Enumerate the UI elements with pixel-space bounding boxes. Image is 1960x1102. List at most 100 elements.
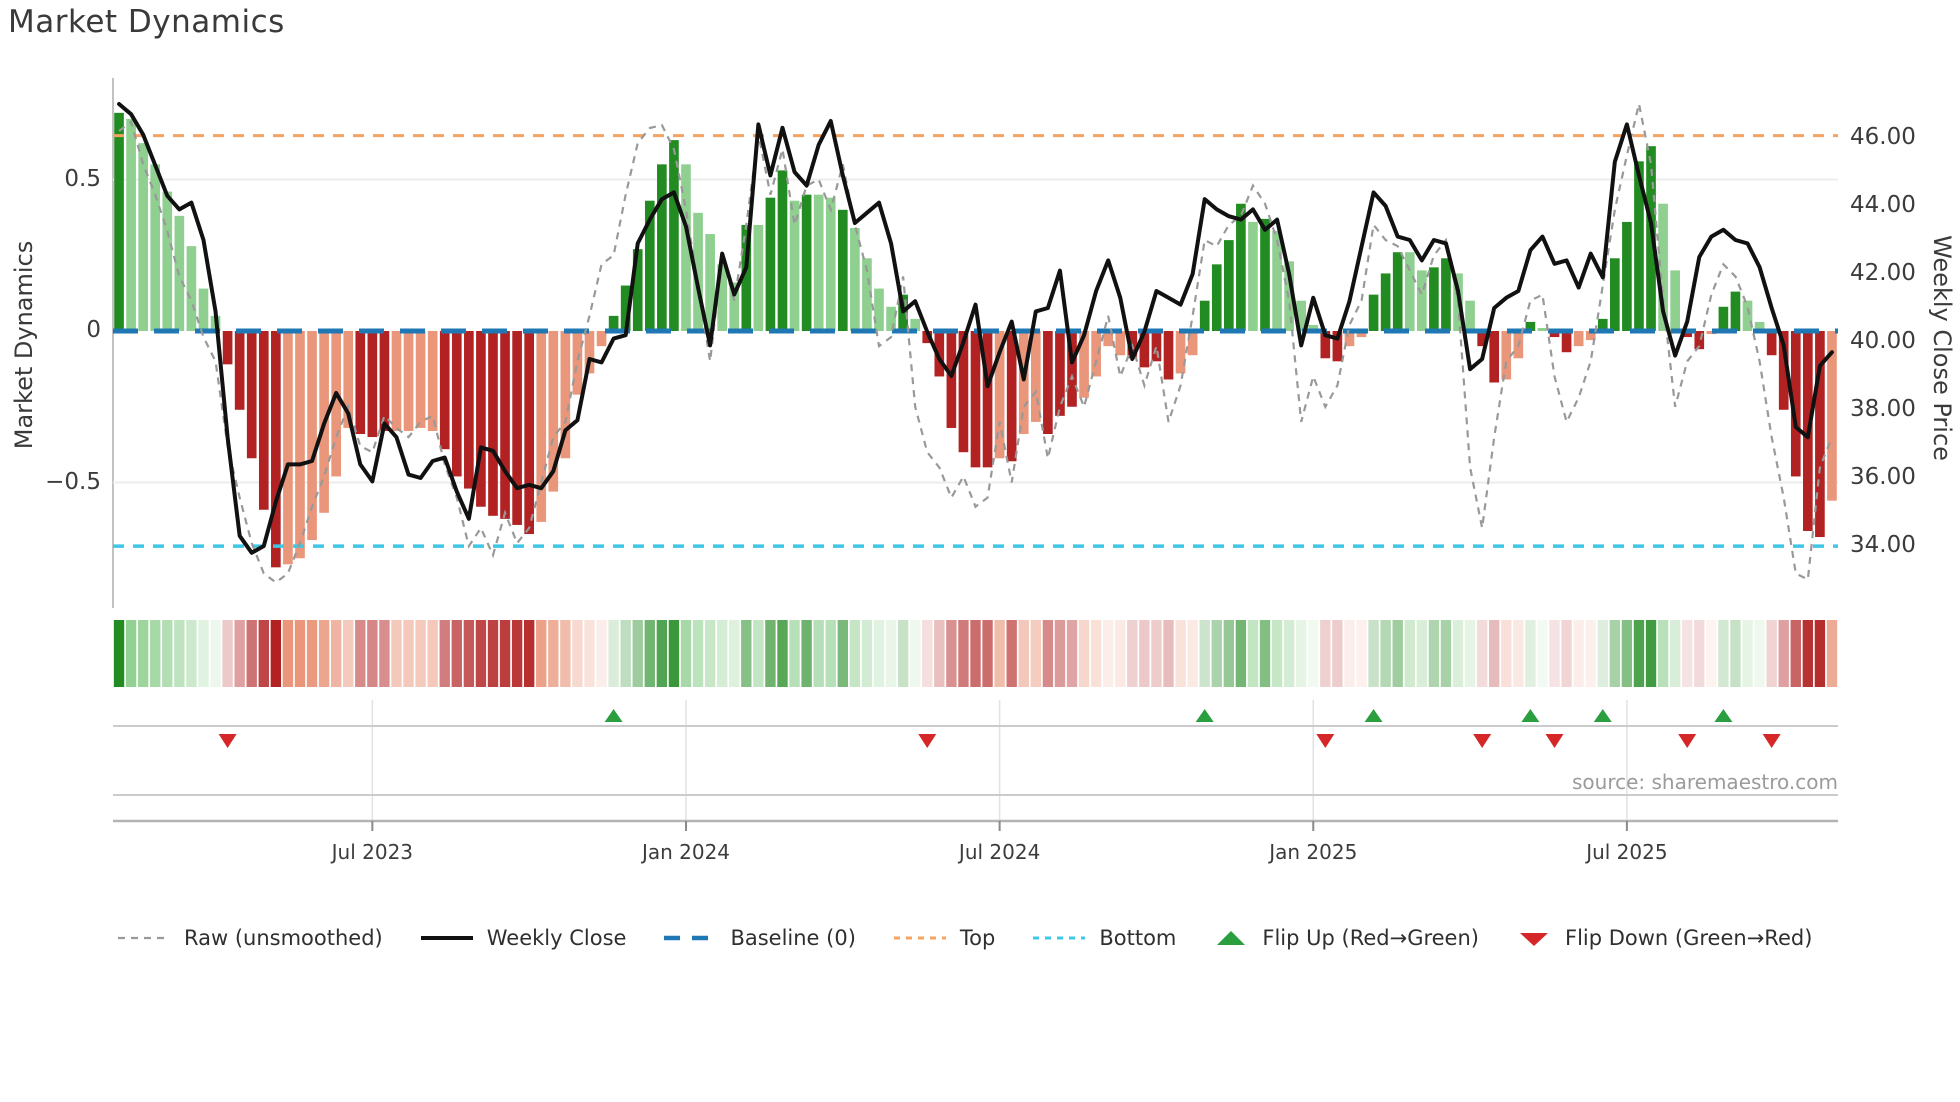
oscillator-bar <box>307 331 317 541</box>
legend-item: Top <box>893 926 995 950</box>
oscillator-bar <box>1815 331 1825 538</box>
oscillator-bar <box>1561 331 1572 353</box>
oscillator-bar <box>1103 331 1114 347</box>
oscillator-bar <box>789 200 800 331</box>
heatmap-cell <box>897 620 909 687</box>
oscillator-bar <box>222 331 233 365</box>
heatmap-cell <box>150 620 161 687</box>
heatmap-cell <box>873 620 885 687</box>
heatmap-cell <box>1320 620 1331 687</box>
oscillator-bar <box>488 331 498 516</box>
flip-up-marker <box>1521 709 1540 722</box>
x-tick-label: Jul 2024 <box>958 840 1041 864</box>
oscillator-bar <box>1344 331 1355 347</box>
heatmap-cell <box>1742 620 1753 687</box>
oscillator-bar <box>765 197 776 331</box>
heatmap-cell <box>463 620 475 687</box>
oscillator-bar <box>198 288 209 331</box>
oscillator-bar <box>234 331 245 410</box>
heatmap-cell <box>1633 620 1645 687</box>
oscillator-bar <box>1199 300 1210 331</box>
oscillator-bar <box>1489 331 1500 383</box>
oscillator-bar <box>1067 331 1077 407</box>
oscillator-bar <box>331 331 341 477</box>
right-tick-label: 38.00 <box>1850 396 1916 422</box>
heatmap-cell <box>1428 620 1440 687</box>
flip-down-marker <box>1762 734 1781 748</box>
heatmap-cell <box>294 620 306 687</box>
flip-up-marker <box>604 709 623 722</box>
oscillator-bar <box>1404 252 1415 331</box>
heatmap-cell <box>548 620 559 687</box>
oscillator-bar <box>1115 331 1126 356</box>
heatmap-cell <box>1006 620 1017 687</box>
oscillator-bar <box>524 331 534 535</box>
legend-label: Flip Up (Red→Green) <box>1262 926 1479 950</box>
heatmap-cell <box>343 620 354 687</box>
heatmap-cell <box>692 620 704 687</box>
oscillator-bar <box>1597 318 1608 331</box>
heatmap-cell <box>113 620 125 687</box>
oscillator-bar <box>886 306 896 331</box>
oscillator-bar <box>1525 321 1536 331</box>
oscillator-bar <box>1706 331 1717 335</box>
oscillator-bar <box>1055 331 1065 416</box>
heatmap-cell <box>572 620 583 687</box>
heatmap-cell <box>946 620 957 687</box>
heatmap-cell <box>487 620 499 687</box>
flip-up-marker <box>1364 709 1383 722</box>
heatmap-cell <box>922 620 933 687</box>
heatmap-cell <box>1718 620 1729 687</box>
oscillator-bar <box>669 140 679 331</box>
legend-item: Baseline (0) <box>664 926 856 950</box>
line-black-icon <box>420 928 473 949</box>
right-tick-label: 36.00 <box>1850 464 1916 490</box>
oscillator-bar <box>1043 331 1053 435</box>
legend-item: Raw (unsmoothed) <box>118 926 383 950</box>
oscillator-bar <box>1766 331 1777 356</box>
heatmap-cell <box>246 620 257 687</box>
heatmap-cell <box>789 620 800 687</box>
heatmap-cell <box>355 620 366 687</box>
oscillator-bar <box>1223 240 1234 331</box>
heatmap-cell <box>1018 620 1029 687</box>
heatmap-cell <box>777 620 788 687</box>
heatmap-cell <box>1573 620 1584 687</box>
heatmap-cell <box>1682 620 1693 687</box>
heatmap-cell <box>198 620 209 687</box>
heatmap-cell <box>1271 620 1283 687</box>
heatmap-cell <box>596 620 607 687</box>
oscillator-bar <box>657 164 667 331</box>
oscillator-bar <box>1018 331 1029 435</box>
heatmap-cell <box>1609 620 1621 687</box>
right-tick-label: 44.00 <box>1850 192 1916 218</box>
heatmap-cell <box>391 620 402 687</box>
right-tick-label: 34.00 <box>1850 532 1916 558</box>
oscillator-bar <box>367 331 378 438</box>
left-axis-label: Market Dynamics <box>10 240 38 450</box>
oscillator-bar <box>946 331 957 428</box>
oscillator-bar <box>1501 331 1512 380</box>
oscillator-bar <box>512 331 522 525</box>
heatmap-cell <box>1452 620 1464 687</box>
heatmap-cell <box>1814 620 1826 687</box>
heatmap-cell <box>174 620 185 687</box>
oscillator-bar <box>114 112 124 331</box>
oscillator-bar <box>753 224 764 331</box>
heatmap-cell <box>729 620 740 687</box>
heatmap-cell <box>427 620 438 687</box>
heatmap-cell <box>1621 620 1633 687</box>
legend-item: Weekly Close <box>420 926 626 950</box>
close-line <box>117 102 1834 555</box>
heatmap-cell <box>222 620 233 687</box>
oscillator-bar <box>548 331 559 492</box>
oscillator-bar <box>596 331 607 347</box>
heatmap-cell <box>1489 620 1500 687</box>
heatmap-cell <box>1211 620 1222 687</box>
heatmap-cell <box>1296 620 1307 687</box>
oscillator-bar <box>958 331 969 453</box>
heatmap-cell <box>1561 620 1572 687</box>
right-tick-label: 46.00 <box>1850 124 1916 150</box>
oscillator-bar <box>934 331 945 377</box>
oscillator-bar <box>982 331 993 468</box>
